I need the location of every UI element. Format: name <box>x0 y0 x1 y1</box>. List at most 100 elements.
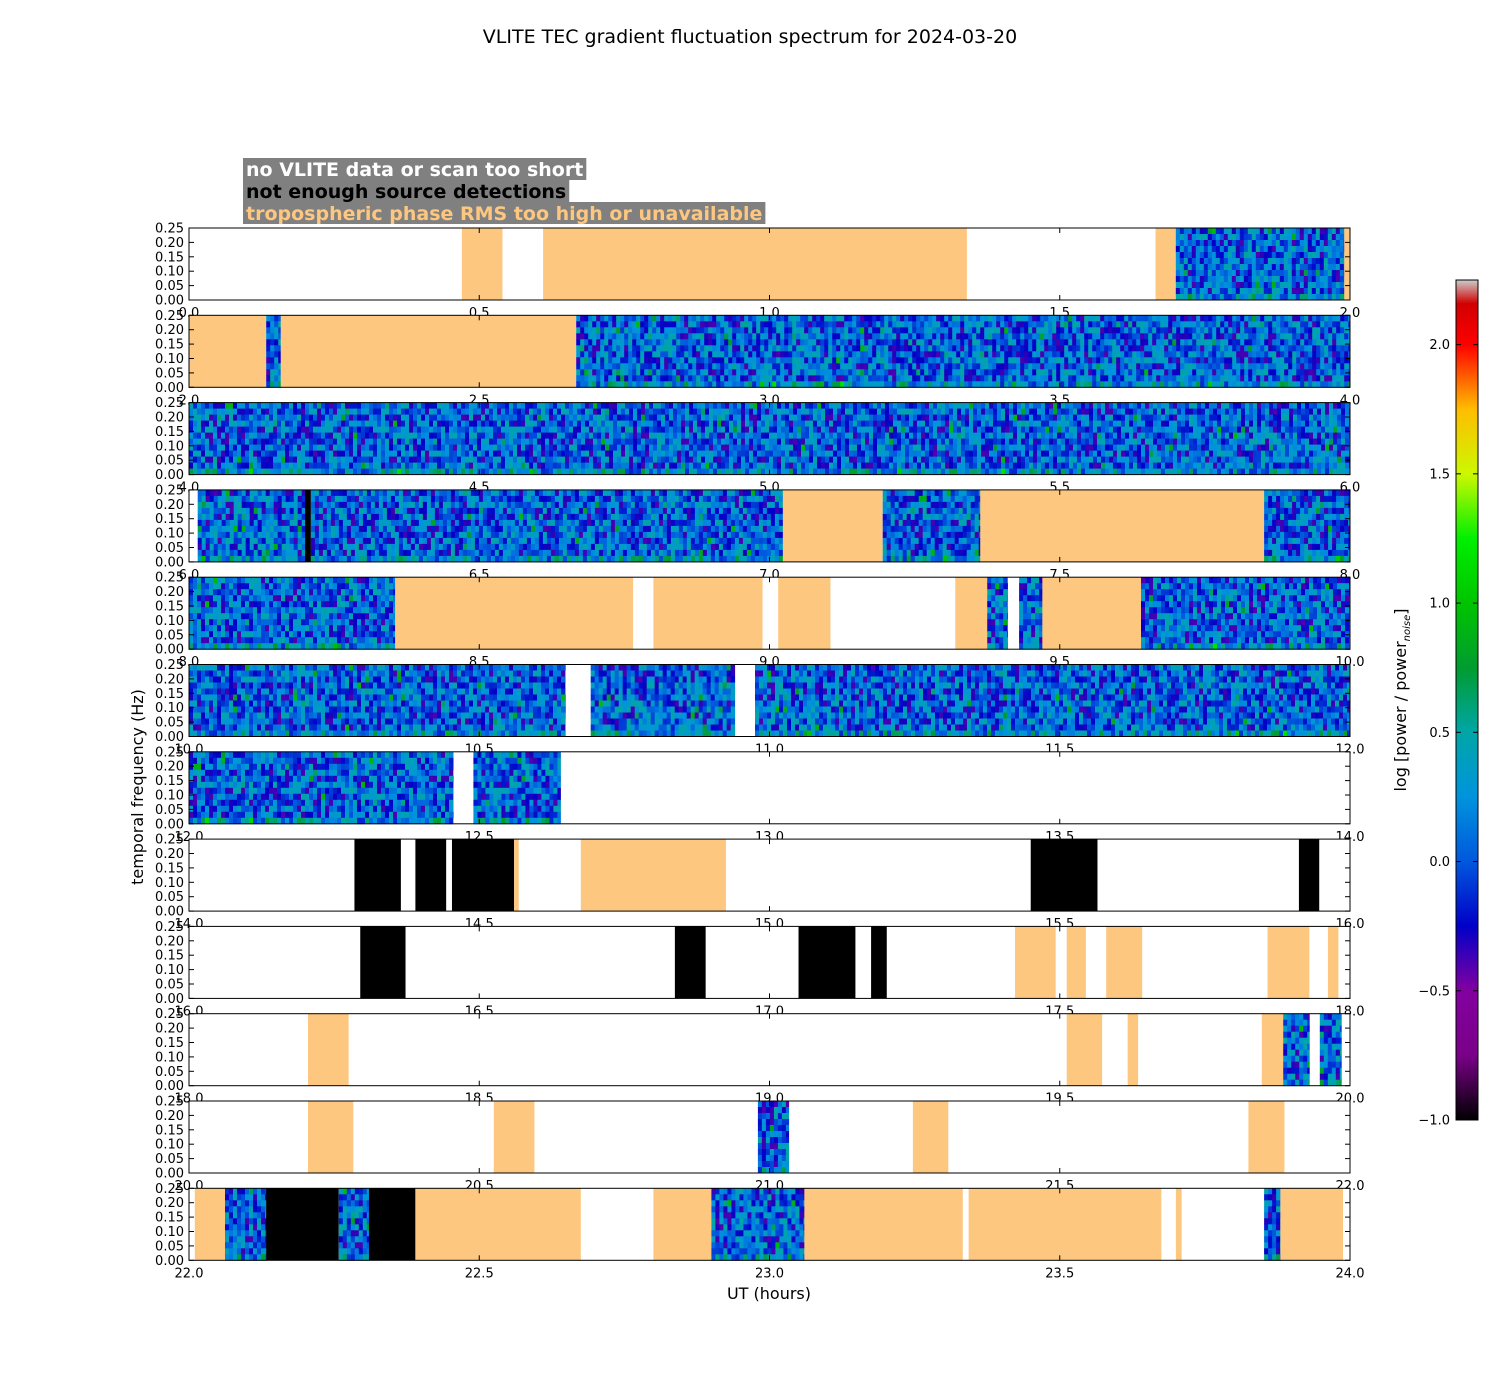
legend-item-1: not enough source detections <box>246 181 566 203</box>
no-detection-segment <box>1030 839 1098 912</box>
y-tick-label: 0.15 <box>155 1123 184 1138</box>
tropo-flag-segment <box>1106 926 1143 999</box>
colorbar: 2.0 1.5 1.0 0.5 0.0 −0.5 −1.0 <box>1418 279 1479 1129</box>
tropo-flag-segment <box>308 1013 349 1086</box>
y-tick-label: 0.20 <box>155 672 184 687</box>
panel-2: 0.000.050.100.150.200.254.0 4.5 5.0 5.5 6.0 <box>155 396 1360 496</box>
tropo-flag-segment <box>1127 1013 1139 1086</box>
y-tick-label: 0.05 <box>155 279 184 294</box>
y-tick-label: 0.10 <box>155 789 184 804</box>
y-tick-label: 0.25 <box>155 920 184 935</box>
tropo-flag-segment <box>280 315 577 388</box>
y-tick-label: 0.10 <box>155 352 184 367</box>
spectrogram-segment <box>1175 228 1345 301</box>
y-tick-label: 0.05 <box>155 366 184 381</box>
spectrogram-segment <box>590 664 736 737</box>
no-detection-segment <box>368 1188 416 1261</box>
no-detection-segment <box>798 926 856 999</box>
y-axis-label: temporal frequency (Hz) <box>128 689 147 885</box>
y-tick-label: 0.20 <box>155 323 184 338</box>
spectrogram-segment <box>189 402 1351 475</box>
y-tick-label: 0.25 <box>155 658 184 673</box>
y-tick-label: 0.00 <box>155 1167 184 1182</box>
tropo-flag-segment <box>1015 926 1056 999</box>
y-tick-label: 0.00 <box>155 905 184 920</box>
tropo-flag-segment <box>1327 926 1339 999</box>
tropo-flag-segment <box>580 839 726 912</box>
y-tick-label: 0.25 <box>155 1182 184 1197</box>
tropo-flag-segment <box>980 489 1265 562</box>
y-tick-label: 0.20 <box>155 1022 184 1037</box>
y-tick-label: 0.25 <box>155 1007 184 1022</box>
tropo-flag-segment <box>543 228 967 300</box>
y-tick-label: 0.25 <box>155 833 184 848</box>
y-tick-label: 0.25 <box>155 483 184 498</box>
panel-background <box>189 1013 1350 1086</box>
y-tick-label: 0.10 <box>155 1225 184 1240</box>
tropo-flag-segment <box>912 1101 949 1173</box>
spectrogram-segment <box>266 315 282 388</box>
tropo-flag-segment <box>1042 577 1142 650</box>
y-tick-label: 0.10 <box>155 527 184 542</box>
tropo-flag-segment <box>189 315 267 388</box>
x-axis-label: UT (hours) <box>727 1284 811 1303</box>
y-tick-label: 0.00 <box>155 468 184 483</box>
no-detection-segment <box>305 489 311 562</box>
y-tick-label: 0.20 <box>155 1109 184 1124</box>
y-tick-label: 0.20 <box>155 411 184 426</box>
tropo-flag-segment <box>968 1188 1162 1261</box>
spectrogram-segment <box>882 489 981 563</box>
y-tick-label: 0.10 <box>155 439 184 454</box>
x-tick-label: 22.0 <box>175 1266 204 1281</box>
spectrogram-segment <box>1283 1013 1310 1087</box>
colorbar-tick-label: 1.0 <box>1429 597 1450 612</box>
colorbar-label: log [power / powernoise] <box>1391 608 1413 791</box>
legend-box <box>243 158 587 180</box>
tropo-flag-segment <box>1261 1013 1284 1086</box>
colorbar-tick-label: 2.0 <box>1429 338 1450 353</box>
x-tick-label: 23.0 <box>755 1266 784 1281</box>
y-tick-label: 0.15 <box>155 512 184 527</box>
y-tick-label: 0.10 <box>155 1138 184 1153</box>
tropo-flag-segment <box>1267 926 1310 999</box>
tropo-flag-segment <box>308 1101 354 1173</box>
tropo-flag-segment <box>1066 926 1086 999</box>
y-tick-label: 0.10 <box>155 701 184 716</box>
y-tick-label: 0.05 <box>155 1152 184 1167</box>
tropo-flag-segment <box>395 577 634 650</box>
legend-box <box>243 202 766 224</box>
colorbar-label-sub: noise <box>1402 615 1413 642</box>
chart-title: VLITE TEC gradient fluctuation spectrum … <box>483 26 1017 48</box>
tropo-flag-segment <box>194 1188 225 1261</box>
tropo-flag-segment <box>778 577 831 650</box>
y-tick-label: 0.00 <box>155 555 184 570</box>
spectrogram-segment <box>189 751 454 825</box>
panels: 0.000.050.100.150.200.250.0 0.5 1.0 1.5 2.00… <box>155 222 1364 1282</box>
tropo-flag-segment <box>653 577 763 650</box>
spectrogram-segment <box>1141 577 1351 650</box>
y-tick-label: 0.20 <box>155 585 184 600</box>
y-tick-label: 0.05 <box>155 890 184 905</box>
y-tick-label: 0.10 <box>155 963 184 978</box>
y-tick-label: 0.00 <box>155 992 184 1007</box>
y-tick-label: 0.20 <box>155 498 184 513</box>
tropo-flag-segment <box>415 1188 581 1261</box>
y-tick-label: 0.25 <box>155 1095 184 1110</box>
colorbar-label-main: log [power / power <box>1391 641 1410 792</box>
y-tick-label: 0.20 <box>155 934 184 949</box>
x-tick-label: 22.5 <box>465 1266 494 1281</box>
y-tick-label: 0.15 <box>155 338 184 353</box>
panel-3: 0.000.050.100.150.200.256.0 6.5 7.0 7.5 8.0 <box>155 483 1360 583</box>
y-tick-label: 0.00 <box>155 381 184 396</box>
panel-11: 0.000.050.100.150.200.25 22.0 22.5 23.0 23.5… <box>155 1182 1364 1282</box>
y-tick-label: 0.25 <box>155 396 184 411</box>
y-tick-label: 0.05 <box>155 1065 184 1080</box>
spectrogram-segment <box>1264 1188 1281 1261</box>
y-tick-label: 0.15 <box>155 774 184 789</box>
y-tick-label: 0.20 <box>155 236 184 251</box>
legend-item-0: no VLITE data or scan too short <box>246 159 583 181</box>
